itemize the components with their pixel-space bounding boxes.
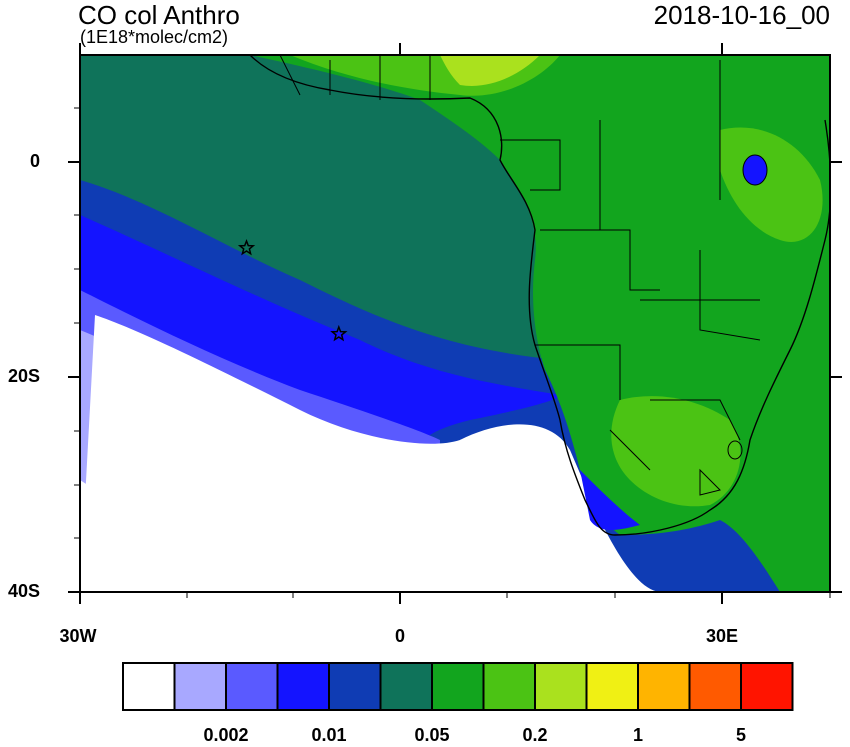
colorbar-label: 1 (632, 725, 643, 745)
x-tick-label: 30E (705, 626, 739, 646)
x-tick-label: 30W (59, 626, 97, 646)
y-tick-label: 40S (7, 581, 40, 601)
site-markers (237, 238, 348, 342)
axis-minor-ticks (74, 107, 831, 598)
colorbar-swatch (534, 662, 588, 711)
colorbar-swatch (122, 662, 176, 711)
field-land-east (720, 127, 823, 242)
star-marker (330, 324, 348, 342)
colorbar-swatch (688, 662, 742, 711)
colorbar-swatch (740, 662, 794, 711)
y-tick-label: 20S (7, 366, 40, 386)
colorbar-swatch (328, 662, 382, 711)
coastline (249, 55, 830, 536)
colorbar-swatch (276, 662, 330, 711)
country-borders (279, 55, 761, 496)
lake-victoria (742, 154, 768, 186)
field-land-yellow (440, 55, 540, 86)
map-units: (1E18*molec/cm2) (80, 27, 229, 47)
x-tick-label: 0 (394, 626, 405, 646)
field-clean-air (80, 315, 573, 592)
colorbar-swatch (482, 662, 536, 711)
colorbar-label: 0.01 (311, 725, 347, 745)
colorbar-swatch (431, 662, 485, 711)
colorbar-label: 5 (735, 725, 746, 745)
y-tick-label: 0 (29, 151, 40, 171)
field-clean-air-2 (440, 424, 660, 592)
colorbar-label: 0.2 (522, 725, 548, 745)
axis-ticks (68, 43, 842, 604)
field-layers (80, 55, 830, 592)
colorbar-label: 0.05 (414, 725, 450, 745)
lesotho-outline (727, 440, 743, 460)
colorbar-swatch (173, 662, 227, 711)
colorbar-label: 0.002 (203, 725, 249, 745)
star-marker (237, 238, 256, 256)
colorbar-swatch (225, 662, 279, 711)
colorbar-swatch (379, 662, 433, 711)
colorbar-swatch (637, 662, 691, 711)
map-datetime: 2018-10-16_00 (653, 0, 830, 30)
colorbar-swatch (585, 662, 639, 711)
map-title: CO col Anthro (78, 0, 240, 30)
field-south-tip (580, 470, 640, 530)
